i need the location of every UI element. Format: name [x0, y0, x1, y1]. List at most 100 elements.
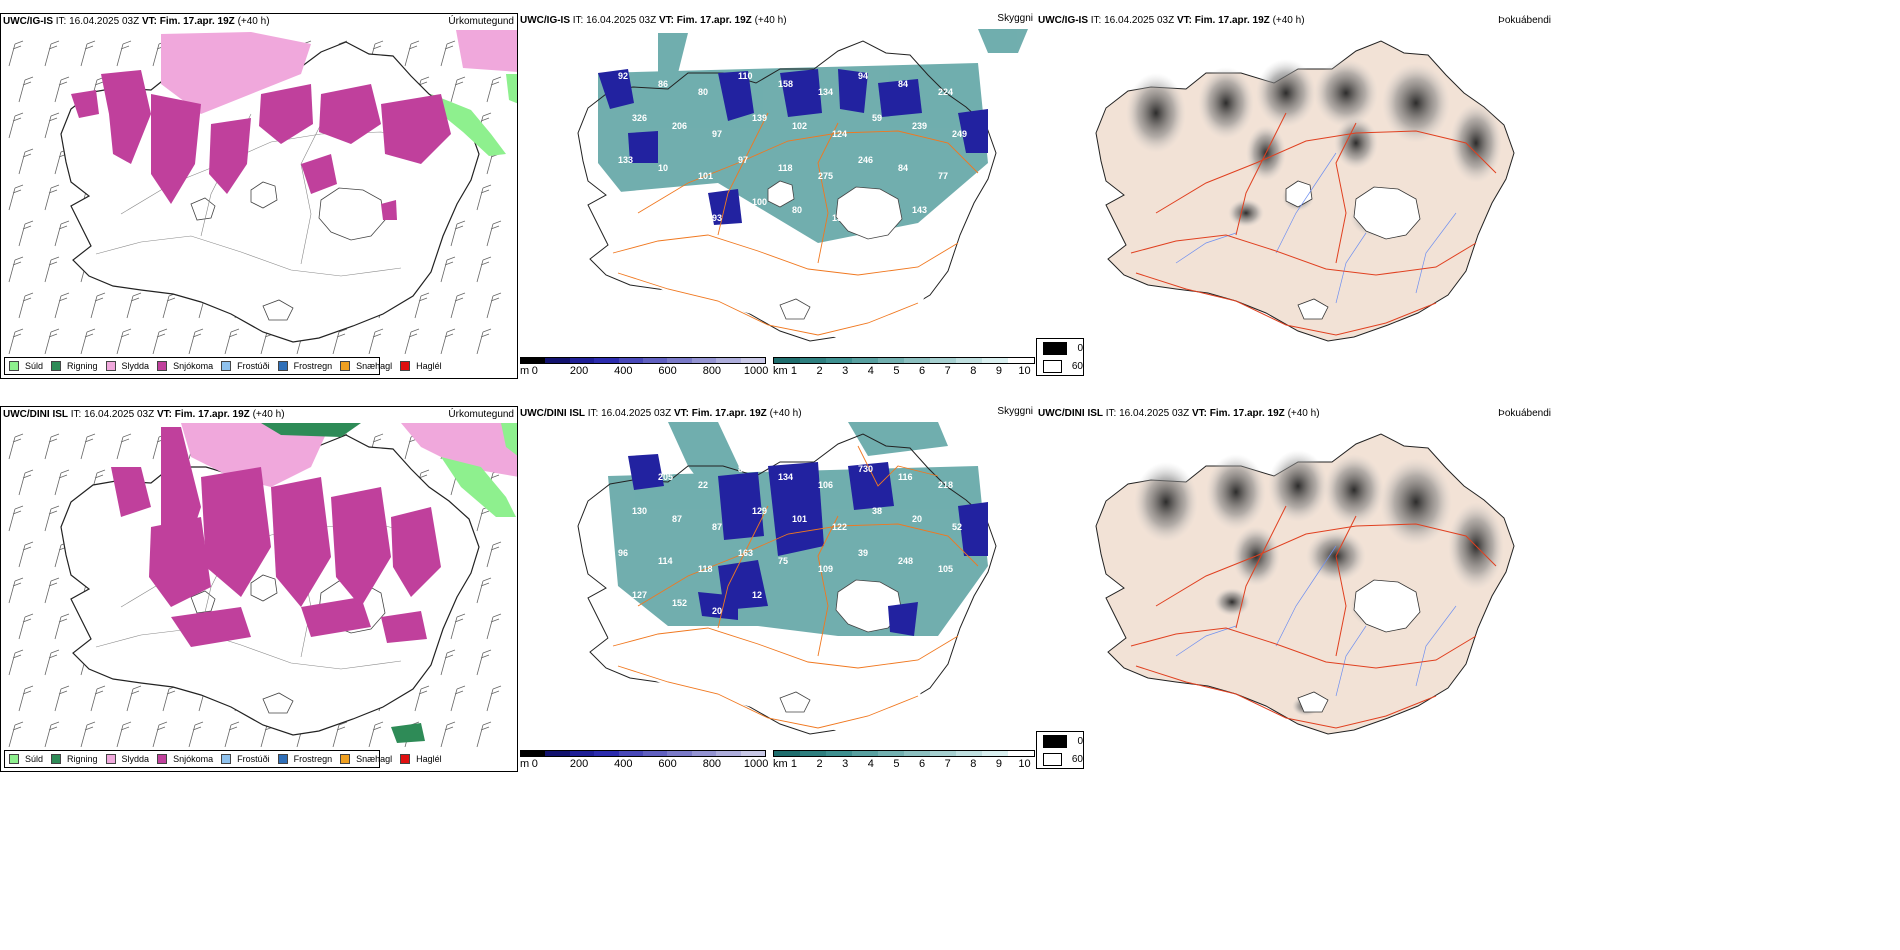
cloud-base-value: 249	[952, 129, 967, 139]
colorbar-segment	[545, 358, 570, 363]
lead-time: (+40 h)	[769, 408, 802, 419]
wind-barb	[404, 40, 420, 67]
cloud-base-value: 84	[898, 79, 908, 89]
cloud-map: 92 86 80 110 158 134 94 84 224 326 206 97 139 102 124 5…	[577, 29, 1028, 342]
wind-barb	[440, 649, 456, 676]
colorbar-segment	[878, 751, 904, 756]
cloud-base-value: 129	[752, 506, 767, 516]
wind-barb	[44, 112, 60, 139]
colorbar-segment	[521, 751, 546, 756]
cloud-base-value: 100	[752, 197, 767, 207]
cloud-base-value: 23	[618, 464, 628, 474]
panel-cloud-r2: UWC/DINI ISL IT: 16.04.2025 03Z VT: Fim.…	[518, 406, 1036, 772]
wind-barb	[188, 721, 204, 747]
vt-value: Fim. 17.apr. 19Z	[676, 15, 752, 26]
wind-barb	[44, 184, 60, 211]
wind-barb	[414, 685, 430, 712]
scale-tick-label: 1	[790, 365, 798, 377]
precip-legend: Súld Rigning Slydda Snjókoma Frostúði Frostre…	[4, 750, 442, 768]
panel-header: UWC/IG-IS IT: 16.04.2025 03Z VT: Fim. 17…	[3, 16, 270, 27]
wind-barb	[116, 40, 132, 67]
sleet-areas	[161, 30, 517, 114]
colorbar-segment	[643, 751, 668, 756]
parameter-title: Skyggni	[997, 406, 1033, 417]
roads	[1130, 112, 1497, 336]
cloud-base-unit: m	[520, 758, 530, 770]
cloud-base-labels: 23 205 22 809 134 106 730 116 218 130 87 87 129 101 12…	[618, 464, 962, 616]
it-label: IT:	[55, 16, 67, 27]
cloud-base-ticks: 0 200 400 600 800 1000	[520, 757, 769, 771]
wind-barb	[8, 328, 24, 354]
wind-barb	[332, 328, 348, 354]
scale-tick-label: 2	[816, 758, 823, 770]
cloud-base-value: 224	[938, 87, 953, 97]
scale-tick-label: 0	[531, 758, 538, 770]
cloud-base-value: 109	[818, 564, 833, 574]
legend-swatch	[400, 361, 411, 371]
precip-legend-item: Haglél	[400, 754, 442, 764]
visibility-colorbar	[773, 750, 1035, 757]
wind-barb	[486, 292, 502, 319]
colorbar-segment	[643, 358, 668, 363]
it-value: 16.04.2025 03Z	[1104, 15, 1175, 26]
cloud-base-value: 106	[818, 480, 833, 490]
cloud-base-value: 86	[658, 79, 668, 89]
wind-barb	[8, 721, 24, 747]
wind-barb	[404, 328, 420, 354]
it-label: IT:	[587, 408, 599, 419]
cloud-base-value: 59	[872, 113, 882, 123]
scale-tick-label: 3	[842, 365, 849, 377]
wind-barb	[18, 76, 34, 103]
it-label: IT:	[1090, 15, 1102, 26]
scale-tick-label: 800	[702, 365, 722, 377]
wind-barb	[224, 328, 240, 354]
legend-swatch	[340, 754, 351, 764]
wind-barb	[476, 721, 492, 747]
colorbar-segment	[716, 751, 741, 756]
colorbar-segment	[545, 751, 570, 756]
cloud-base-scale: 0 200 400 600 800 1000 m	[520, 750, 769, 771]
colorbar-segment	[594, 751, 619, 756]
cloud-base-value: 136	[832, 213, 847, 223]
rivers	[1175, 545, 1457, 697]
visibility-colorbar	[773, 357, 1035, 364]
precip-legend-item: Snjókoma	[157, 754, 213, 764]
colorbar-segment	[930, 751, 956, 756]
cloud-base-value: 275	[818, 171, 833, 181]
it-value: 16.04.2025 03Z	[84, 409, 155, 420]
legend-swatch	[9, 754, 19, 764]
precip-legend-item: Rigning	[51, 754, 98, 764]
cloud-base-value: 134	[818, 87, 833, 97]
cloud-base-colorbar	[520, 750, 766, 757]
cloud-base-value: 10	[658, 163, 668, 173]
wind-barb	[476, 184, 492, 211]
fog-legend-item: 60	[1037, 357, 1083, 375]
wind-barb	[54, 613, 70, 640]
wind-barb	[54, 685, 70, 712]
model-name: UWC/DINI ISL	[3, 409, 68, 420]
panel-header: UWC/IG-IS IT: 16.04.2025 03Z VT: Fim. 17…	[1038, 15, 1305, 26]
legend-swatch	[221, 361, 232, 371]
scale-tick-label: 10	[1018, 365, 1031, 377]
colorbar-segment	[982, 751, 1008, 756]
legend-label: Haglél	[416, 361, 442, 371]
wind-barb	[486, 613, 502, 640]
precip-legend-item: Snæhagl	[340, 754, 392, 764]
colorbar-segment	[982, 358, 1008, 363]
snow-areas	[71, 70, 451, 220]
wind-barb	[440, 256, 456, 283]
legend-label: Súld	[25, 361, 44, 371]
colorbar-segment	[691, 358, 717, 363]
legend-label: Slydda	[121, 361, 150, 371]
cloud-base-value: 80	[792, 205, 802, 215]
lead-time: (+40 h)	[1287, 408, 1320, 419]
vt-label: VT:	[673, 408, 689, 419]
lead-time: (+40 h)	[754, 15, 787, 26]
fog-legend-label: 60	[1071, 753, 1083, 765]
vt-label: VT:	[658, 15, 674, 26]
wind-barb	[450, 613, 466, 640]
legend-label: Snjókoma	[173, 754, 214, 764]
precip-map	[8, 30, 517, 354]
cloud-base-value: 118	[778, 163, 793, 173]
colorbar-segment	[774, 358, 800, 363]
